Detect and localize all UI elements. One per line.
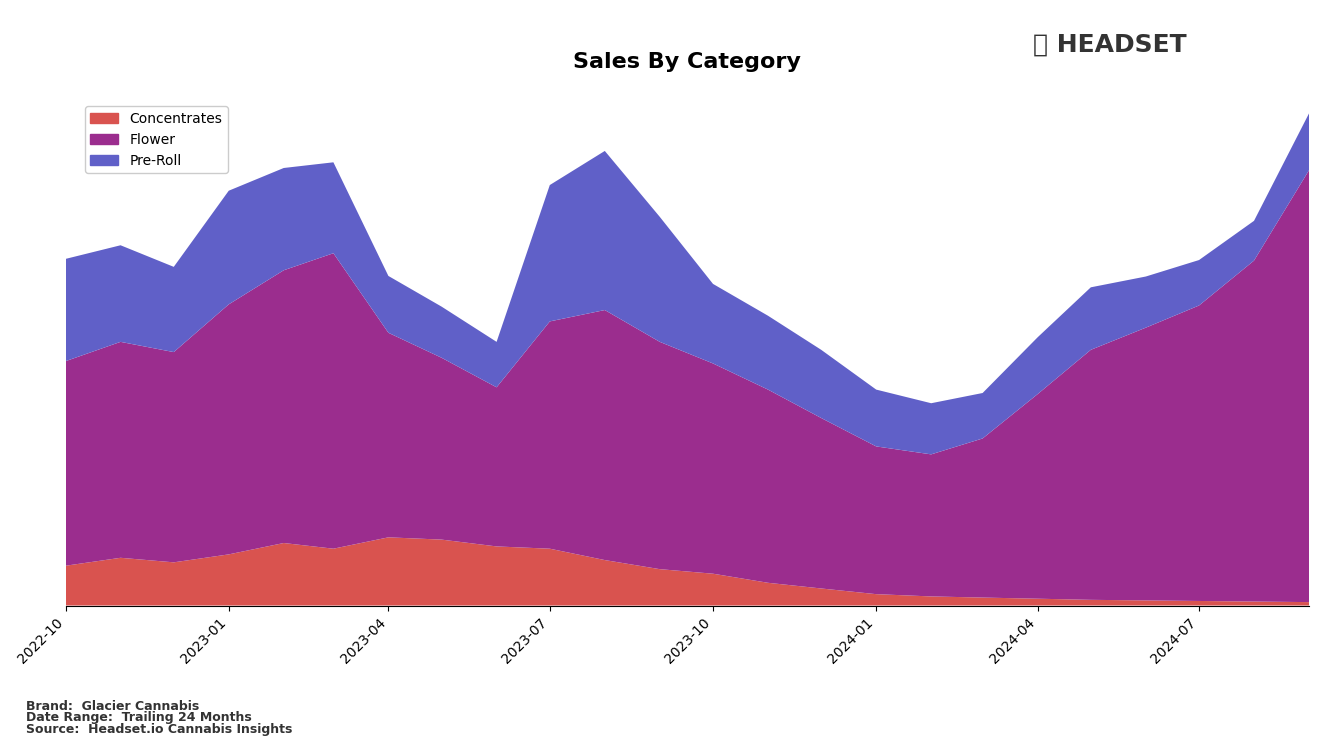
Text: Date Range:  Trailing 24 Months: Date Range: Trailing 24 Months	[26, 711, 253, 724]
Legend: Concentrates, Flower, Pre-Roll: Concentrates, Flower, Pre-Roll	[85, 106, 228, 173]
Text: 🔴 HEADSET: 🔴 HEADSET	[1033, 33, 1186, 57]
Text: Brand:  Glacier Cannabis: Brand: Glacier Cannabis	[26, 700, 200, 713]
Text: Source:  Headset.io Cannabis Insights: Source: Headset.io Cannabis Insights	[26, 722, 293, 736]
Title: Sales By Category: Sales By Category	[573, 52, 801, 72]
